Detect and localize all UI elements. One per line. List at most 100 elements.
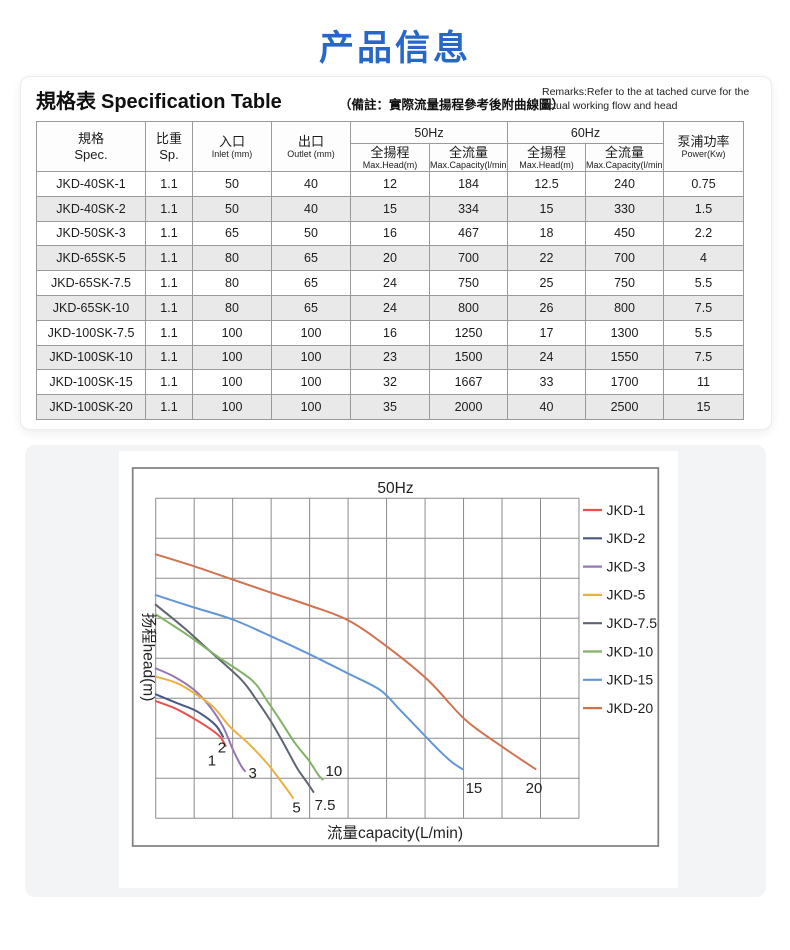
col-header-spec: 規格 Spec. (36, 121, 146, 172)
table-cell: 1.1 (145, 394, 193, 420)
table-cell: 65 (271, 245, 351, 272)
table-cell: JKD-100SK-10 (36, 344, 146, 371)
curve-label-jkd-7-5: 7.5 (315, 797, 336, 814)
table-row: JKD-65SK-7.5 1.1 80 65 24 750 25 750 5.5 (36, 270, 744, 296)
table-cell: 700 (429, 245, 508, 272)
col-header-inlet: 入口 Inlet (mm) (192, 121, 272, 172)
curve-label-jkd-5: 5 (292, 800, 300, 817)
spec-section-title: 規格表 Specification Table (36, 85, 282, 114)
table-cell: 33 (507, 369, 586, 396)
spec-title-zh: 規格表 (36, 91, 96, 113)
legend-label: JKD-1 (607, 502, 646, 518)
table-cell: 1.1 (145, 344, 193, 371)
table-cell: 80 (192, 270, 272, 296)
table-row: JKD-65SK-5 1.1 80 65 20 700 22 700 4 (36, 245, 744, 272)
col-header-50hz-head: 全揚程 Max.Head(m) (350, 143, 430, 172)
table-cell: 800 (429, 294, 508, 321)
y-axis-label: 扬程head(m) (140, 613, 158, 702)
table-cell: 467 (429, 220, 508, 247)
table-cell: 0.75 (663, 171, 744, 197)
table-cell: 40 (271, 171, 351, 197)
table-row: JKD-40SK-1 1.1 50 40 12 184 12.5 240 0.75 (36, 171, 744, 197)
legend-item: JKD-2 (583, 530, 646, 546)
legend-item: JKD-7.5 (583, 615, 657, 631)
table-cell: 22 (507, 245, 586, 272)
table-cell: JKD-50SK-3 (36, 220, 146, 247)
table-cell: 450 (585, 220, 664, 247)
curve-jkd-2 (154, 693, 225, 738)
page-title: 产品信息 (318, 29, 471, 68)
chart-card: 1 2 3 5 7.5 10 15 20 50Hz 流量capacity(L/min) 扬程head… (25, 445, 766, 897)
table-cell: 2000 (429, 394, 508, 420)
table-cell: 1.1 (145, 270, 193, 296)
legend-item: JKD-10 (583, 643, 653, 659)
table-row: JKD-50SK-3 1.1 65 50 16 467 18 450 2.2 (36, 220, 744, 247)
curve-label-jkd-20: 20 (526, 780, 543, 797)
table-cell: JKD-65SK-5 (36, 245, 146, 272)
curve-jkd-3 (154, 667, 246, 773)
table-cell: 24 (350, 270, 430, 296)
curve-label-jkd-3: 3 (248, 765, 256, 782)
table-cell: 1.1 (145, 294, 193, 321)
table-cell: 1.1 (145, 319, 193, 346)
table-cell: 100 (271, 344, 351, 371)
table-cell: 184 (429, 171, 508, 197)
table-cell: 1250 (429, 319, 508, 346)
table-cell: 65 (271, 294, 351, 321)
table-cell: 23 (350, 344, 430, 371)
spec-remarks: Remarks:Refer to the at tached curve for… (542, 86, 750, 112)
legend-item: JKD-15 (583, 672, 653, 688)
curve-label-jkd-15: 15 (466, 780, 483, 797)
table-cell: 5.5 (663, 270, 744, 296)
curve-jkd-15 (154, 594, 464, 771)
table-cell: JKD-100SK-20 (36, 394, 146, 420)
col-header-50hz-capacity: 全流量 Max.Capacity(l/min) (429, 143, 508, 172)
table-cell: 1.5 (663, 195, 744, 222)
table-cell: 16 (350, 319, 430, 346)
table-cell: 1.1 (145, 171, 193, 197)
table-cell: 24 (507, 344, 586, 371)
table-cell: 100 (192, 344, 272, 371)
table-cell: 334 (429, 195, 508, 222)
table-cell: 7.5 (663, 294, 744, 321)
table-cell: 4 (663, 245, 744, 272)
x-axis-label: 流量capacity(L/min) (327, 824, 463, 842)
col-header-60hz-head: 全揚程 Max.Head(m) (507, 143, 586, 172)
legend-label: JKD-2 (607, 530, 646, 546)
table-cell: 35 (350, 394, 430, 420)
spec-title-en: Specification Table (101, 91, 282, 113)
table-cell: 11 (663, 369, 744, 396)
table-cell: JKD-40SK-1 (36, 171, 146, 197)
curve-jkd-5 (154, 675, 295, 799)
table-cell: 100 (192, 369, 272, 396)
table-cell: 750 (585, 270, 664, 296)
table-cell: 17 (507, 319, 586, 346)
table-cell: 40 (271, 195, 351, 222)
table-cell: 24 (350, 294, 430, 321)
table-cell: 100 (271, 319, 351, 346)
table-cell: 750 (429, 270, 508, 296)
table-cell: 1.1 (145, 220, 193, 247)
col-header-60hz: 60Hz (507, 121, 664, 144)
table-cell: 12 (350, 171, 430, 197)
chart-title: 50Hz (377, 480, 413, 497)
table-cell: JKD-65SK-10 (36, 294, 146, 321)
table-cell: 50 (192, 195, 272, 222)
table-cell: 26 (507, 294, 586, 321)
legend-label: JKD-20 (607, 700, 654, 716)
curve-jkd-20 (154, 553, 537, 771)
table-cell: 25 (507, 270, 586, 296)
chart-paper: 1 2 3 5 7.5 10 15 20 50Hz 流量capacity(L/min) 扬程head… (119, 451, 678, 888)
curve-label-jkd-2: 2 (218, 740, 226, 757)
table-cell: 80 (192, 245, 272, 272)
table-cell: 65 (271, 270, 351, 296)
table-cell: 1.1 (145, 245, 193, 272)
table-row: JKD-40SK-2 1.1 50 40 15 334 15 330 1.5 (36, 195, 744, 222)
table-cell: 1300 (585, 319, 664, 346)
legend-label: JKD-3 (607, 558, 646, 574)
specification-table: 規格 Spec. 比重 Sp. 入口 Inlet (mm) 出口 Outlet … (36, 121, 744, 420)
spec-note: （備註：實際流量揚程參考後附曲線圖） (339, 98, 565, 112)
table-row: JKD-100SK-20 1.1 100 100 35 2000 40 2500 15 (36, 394, 744, 420)
table-cell: 1550 (585, 344, 664, 371)
table-cell: 15 (663, 394, 744, 420)
